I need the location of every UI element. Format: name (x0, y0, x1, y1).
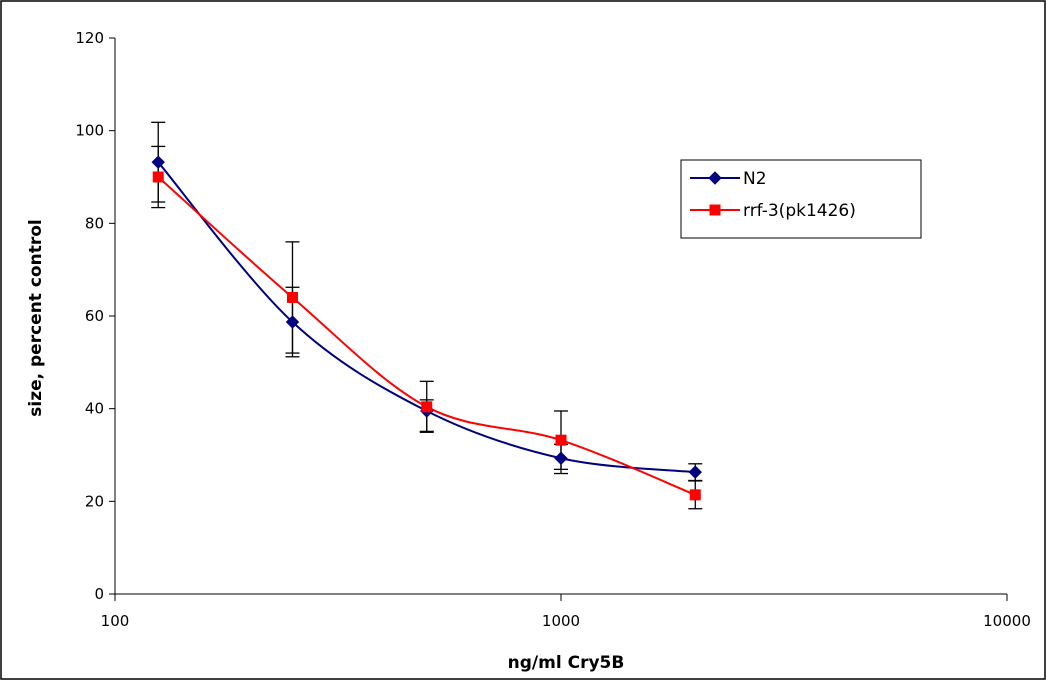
legend-label: N2 (743, 169, 767, 189)
legend-box (680, 159, 922, 239)
data-point (688, 465, 702, 479)
y-axis-title: size, percent control (26, 219, 46, 416)
data-point (285, 315, 300, 329)
data-point (286, 291, 298, 303)
data-point (151, 155, 165, 169)
plot-series (151, 121, 703, 510)
y-tick-label: 20 (85, 492, 104, 510)
x-tick-label: 1000 (542, 612, 580, 630)
y-tick-label: 40 (85, 400, 104, 418)
y-tick-label: 60 (85, 307, 104, 325)
data-point (689, 489, 701, 501)
series-1-markers (152, 171, 701, 501)
y-tick-label: 80 (85, 214, 104, 232)
axes: 0 20 40 60 80 100 120 100 1000 10000 (75, 29, 1031, 630)
x-tick-label: 10000 (983, 612, 1031, 630)
legend-marker (708, 171, 722, 185)
y-tick-label: 120 (75, 29, 104, 47)
data-point (421, 401, 433, 413)
data-point (554, 451, 568, 465)
y-tick-label: 100 (75, 122, 104, 140)
x-axis-title: ng/ml Cry5B (508, 653, 625, 673)
series-0 (157, 161, 696, 474)
data-point (152, 171, 164, 183)
y-tick-label: 0 (94, 585, 104, 603)
legend: N2 rrf-3(pk1426) (680, 159, 922, 239)
x-tick-label: 100 (101, 612, 130, 630)
data-point (555, 434, 567, 446)
series-line (157, 161, 696, 474)
legend-label: rrf-3(pk1426) (743, 201, 856, 221)
legend-items: N2 rrf-3(pk1426) (690, 169, 856, 221)
legend-marker (709, 204, 721, 216)
